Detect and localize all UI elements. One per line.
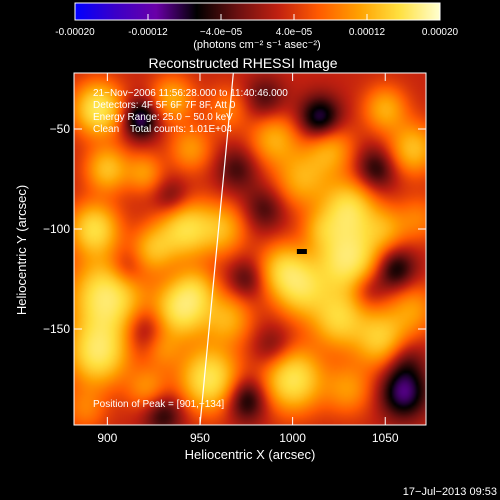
limb-line — [199, 72, 234, 426]
colorbar: -0.00020 -0.00012 −4.0e−05 4.0e−05 0.00012 0.… — [55, 2, 459, 51]
y-tick-label: −100 — [43, 222, 70, 236]
annotation-clean-counts: Clean Total counts: 1.01E+04 — [93, 124, 233, 135]
x-tick-label: 900 — [97, 431, 117, 445]
x-tick-label: 1000 — [279, 431, 306, 445]
colorbar-tick-label: -0.00012 — [128, 27, 168, 38]
axis-ticks: 900 950 1000 1050 −50 −100 −150 — [43, 73, 426, 445]
footer-timestamp: 17−Jul−2013 09:53 — [403, 486, 497, 498]
colorbar-tick-label: 0.00020 — [422, 27, 459, 38]
colorbar-tick-label: −4.0e−05 — [200, 27, 243, 38]
y-tick-label: −150 — [43, 322, 70, 336]
colorbar-tick-label: 4.0e−05 — [276, 27, 313, 38]
annotation-energy-range: Energy Range: 25.0 − 50.0 keV — [93, 112, 233, 123]
annotation-peak-position: Position of Peak = [901,−134] — [93, 399, 224, 410]
annotations: 21−Nov−2006 11:56:28.000 to 11:40:46.000… — [93, 88, 288, 410]
colorbar-ticks: -0.00020 -0.00012 −4.0e−05 4.0e−05 0.00012 0.… — [55, 14, 459, 38]
x-tick-label: 950 — [190, 431, 210, 445]
y-axis-label: Heliocentric Y (arcsec) — [14, 185, 29, 315]
colorbar-unit-label: (photons cm⁻² s⁻¹ asec⁻²) — [193, 39, 320, 51]
plot-area: 900 950 1000 1050 −50 −100 −150 21−Nov−2006 11… — [43, 72, 427, 445]
y-tick-label: −50 — [50, 122, 71, 136]
colorbar-tick-label: 0.00012 — [349, 27, 386, 38]
plot-frame — [73, 72, 427, 426]
x-axis-label: Heliocentric X (arcsec) — [185, 447, 316, 462]
annotation-time-range: 21−Nov−2006 11:56:28.000 to 11:40:46.000 — [93, 88, 288, 99]
colorbar-tick-label: -0.00020 — [55, 27, 95, 38]
peak-marker — [296, 249, 307, 254]
colorbar-bar — [74, 2, 441, 21]
x-tick-label: 1050 — [372, 431, 399, 445]
annotation-detectors: Detectors: 4F 5F 6F 7F 8F, Att 0 — [93, 100, 236, 111]
chart-title: Reconstructed RHESSI Image — [148, 55, 337, 71]
heatmap-image — [74, 73, 426, 425]
